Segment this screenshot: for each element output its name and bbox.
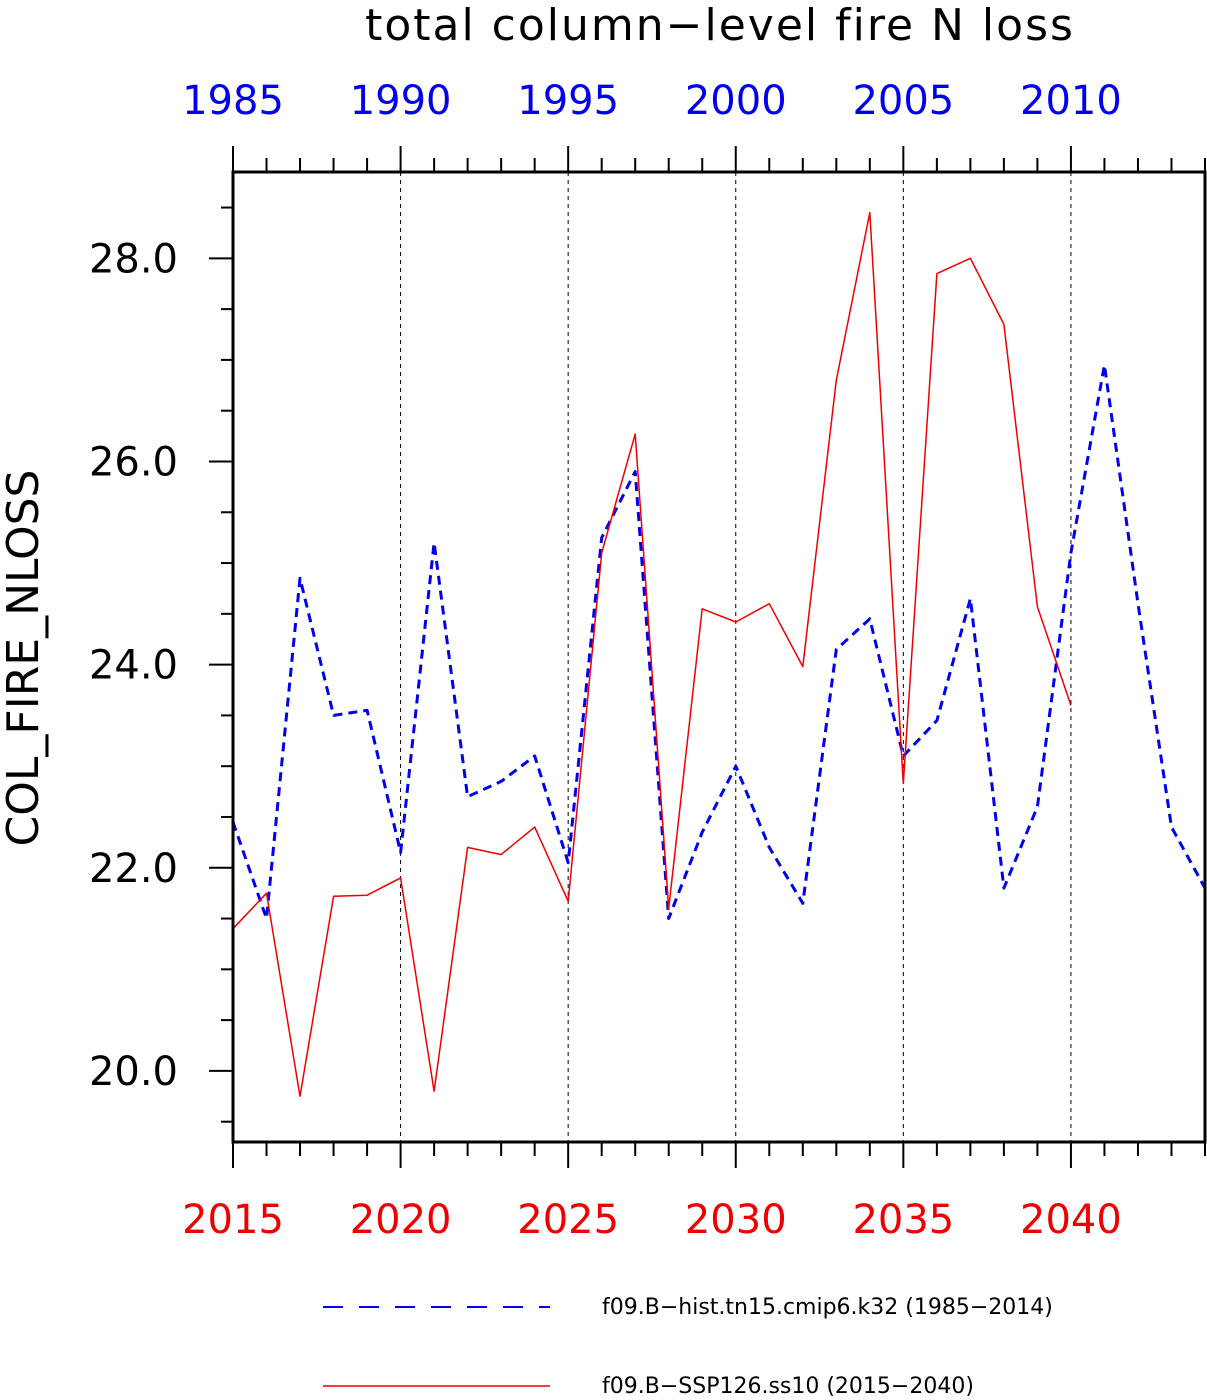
x-top-tick-label: 1995 <box>517 78 619 124</box>
chart-title: total column−level fire N loss <box>365 0 1075 51</box>
x-top-tick-label: 2010 <box>1020 78 1122 124</box>
x-bottom-tick-label: 2020 <box>350 1197 452 1243</box>
series-line-1 <box>232 211 1072 1098</box>
x-top-tick-label: 2005 <box>852 78 954 124</box>
legend-label-ssp: f09.B−SSP126.ss10 (2015−2040) <box>602 1374 974 1399</box>
bottom-x-axis-labels: 2015 2020 2025 2030 2035 2040 <box>182 1197 1122 1243</box>
vertical-grid <box>400 172 1072 1142</box>
x-bottom-tick-label: 2040 <box>1020 1197 1122 1243</box>
series-lines <box>231 211 1207 1098</box>
x-bottom-tick-label: 2035 <box>852 1197 954 1243</box>
axis-ticks <box>209 146 1206 1168</box>
top-x-axis-labels: 1985 1990 1995 2000 2005 2010 <box>182 78 1122 124</box>
plot-frame <box>231 170 1207 1144</box>
y-axis-labels: 20.0 22.0 24.0 26.0 28.0 <box>89 236 178 1095</box>
x-bottom-tick-label: 2025 <box>517 1197 619 1243</box>
y-tick-label: 28.0 <box>89 236 178 282</box>
y-tick-label: 20.0 <box>89 1049 178 1095</box>
legend-label-hist: f09.B−hist.tn15.cmip6.k32 (1985−2014) <box>602 1295 1053 1320</box>
legend: f09.B−hist.tn15.cmip6.k32 (1985−2014) f0… <box>323 1295 1053 1399</box>
x-bottom-tick-label: 2030 <box>685 1197 787 1243</box>
x-top-tick-label: 1990 <box>350 78 452 124</box>
x-bottom-tick-label: 2015 <box>182 1197 284 1243</box>
y-tick-label: 24.0 <box>89 643 178 689</box>
x-top-tick-label: 1985 <box>182 78 284 124</box>
y-tick-label: 26.0 <box>89 439 178 485</box>
y-tick-label: 22.0 <box>89 846 178 892</box>
y-axis-title: COL_FIRE_NLOSS <box>0 470 49 847</box>
series-line-0 <box>231 363 1207 920</box>
x-top-tick-label: 2000 <box>685 78 787 124</box>
